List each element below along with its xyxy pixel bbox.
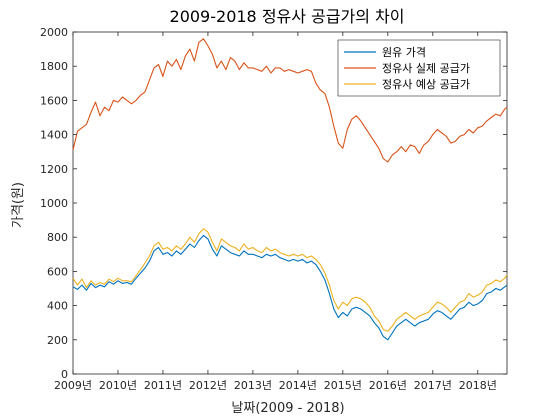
x-axis: 2009년 2010년 2011년 2012년 2013년 2014년 2015년 2016년… (54, 32, 497, 392)
y-tick-label: 800 (47, 231, 68, 244)
y-tick-label: 600 (47, 265, 68, 278)
x-tick-label: 2009년 (54, 379, 92, 392)
x-tick-label: 2012년 (189, 379, 227, 392)
series-line-0 (72, 234, 508, 341)
y-tick-label: 0 (61, 368, 68, 381)
legend-label-2: 정유사 예상 공급가 (382, 78, 470, 91)
legend-label-1: 정유사 실제 공급가 (382, 62, 470, 75)
y-tick-label: 1800 (40, 60, 68, 73)
y-tick-label: 1600 (40, 94, 68, 107)
y-tick-label: 1000 (40, 197, 68, 210)
y-tick-label: 2000 (40, 26, 68, 39)
y-axis: 0 200 400 600 800 1000 1200 1400 1600 1800 2000 (40, 26, 507, 381)
legend-label-0: 원유 가격 (382, 46, 426, 59)
x-tick-label: 2014년 (279, 379, 317, 392)
chart-title: 2009-2018 정유사 공급가의 차이 (170, 7, 405, 26)
y-tick-label: 1400 (40, 129, 68, 142)
x-axis-label: 날짜(2009 - 2018) (231, 401, 344, 416)
x-tick-label: 2010년 (99, 379, 137, 392)
y-axis-label: 가격(원) (11, 182, 26, 228)
y-tick-label: 200 (47, 334, 68, 347)
series-line-1 (72, 38, 508, 163)
x-tick-label: 2017년 (414, 379, 452, 392)
x-tick-label: 2015년 (324, 379, 362, 392)
x-tick-label: 2013년 (234, 379, 272, 392)
x-tick-label: 2016년 (369, 379, 407, 392)
x-tick-label: 2011년 (144, 379, 182, 392)
x-tick-label: 2018년 (459, 379, 497, 392)
y-tick-label: 1200 (40, 163, 68, 176)
series-line-2 (72, 228, 508, 332)
series-group (72, 38, 508, 341)
y-tick-label: 400 (47, 300, 68, 313)
